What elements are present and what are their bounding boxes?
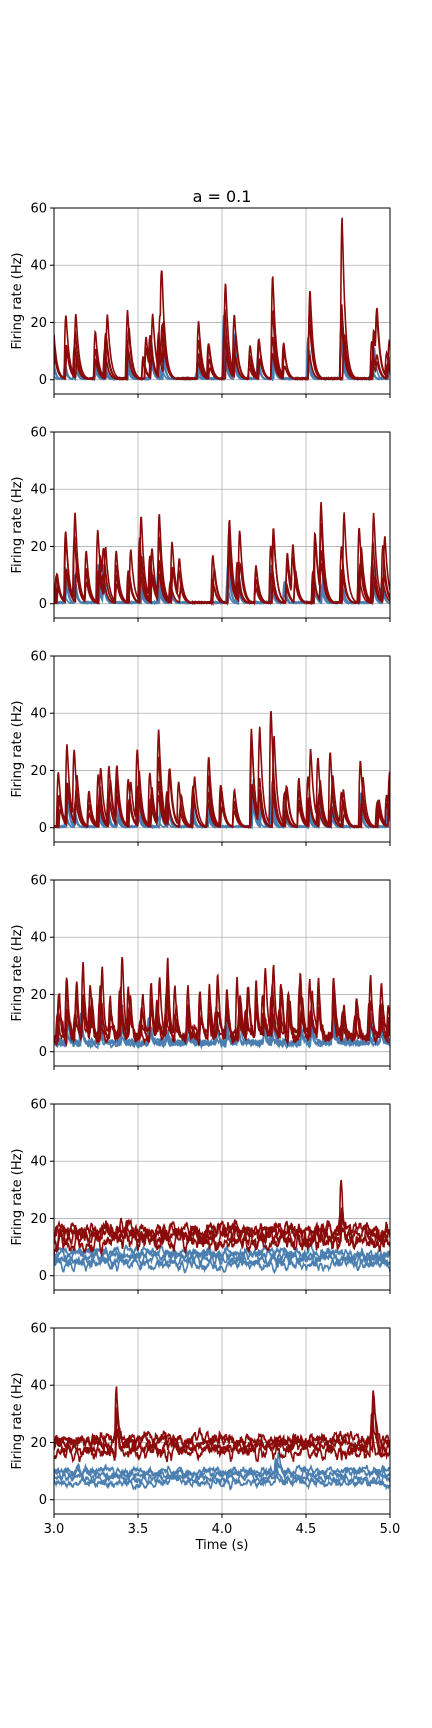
y-tick-label: 20 bbox=[30, 316, 47, 331]
y-tick-label: 20 bbox=[30, 764, 47, 779]
y-axis-label: Firing rate (Hz) bbox=[10, 1372, 25, 1469]
y-tick-label: 60 bbox=[30, 426, 47, 441]
inhibitory-trace bbox=[54, 1254, 390, 1275]
excitatory-trace bbox=[54, 1412, 390, 1451]
y-tick-label: 0 bbox=[39, 821, 47, 836]
y-tick-label: 0 bbox=[39, 373, 47, 388]
x-tick-label: 5.0 bbox=[380, 1522, 401, 1537]
y-axis-label: Firing rate (Hz) bbox=[10, 252, 25, 349]
y-tick-label: 20 bbox=[30, 988, 47, 1003]
inhibitory-trace bbox=[54, 1026, 390, 1050]
inhibitory-trace bbox=[54, 805, 390, 831]
inhibitory-trace bbox=[54, 1242, 390, 1266]
panel-1: 0 20 40 60 Firing rate (Hz) bbox=[10, 202, 391, 398]
y-tick-label: 20 bbox=[30, 1436, 47, 1451]
panel-6: 3.0 3.5 4.0 4.5 5.0 0 20 40 60 Firing rate (Hz) bbox=[10, 1322, 400, 1538]
y-tick-label: 20 bbox=[30, 540, 47, 555]
chart-title: a = 0.1 bbox=[193, 187, 252, 206]
excitatory-trace bbox=[54, 997, 390, 1047]
excitatory-trace bbox=[54, 789, 390, 830]
panel-2: 0 20 40 60 Firing rate (Hz) bbox=[10, 426, 391, 622]
x-tick-label: 3.0 bbox=[44, 1522, 65, 1537]
y-tick-label: 0 bbox=[39, 1493, 47, 1508]
y-tick-label: 40 bbox=[30, 259, 47, 274]
y-tick-label: 60 bbox=[30, 650, 47, 665]
y-axis-label: Firing rate (Hz) bbox=[10, 476, 25, 573]
panel-4: 0 20 40 60 Firing rate (Hz) bbox=[10, 874, 391, 1070]
y-tick-label: 60 bbox=[30, 1098, 47, 1113]
y-tick-label: 0 bbox=[39, 597, 47, 612]
y-tick-label: 60 bbox=[30, 874, 47, 889]
excitatory-trace bbox=[54, 1422, 390, 1464]
y-tick-label: 40 bbox=[30, 1155, 47, 1170]
x-axis-label: Time (s) bbox=[195, 1538, 249, 1553]
excitatory-trace bbox=[54, 956, 390, 1046]
y-tick-label: 60 bbox=[30, 1322, 47, 1337]
x-tick-label: 3.5 bbox=[128, 1522, 149, 1537]
panel-3: 0 20 40 60 Firing rate (Hz) bbox=[10, 650, 391, 846]
y-tick-label: 40 bbox=[30, 931, 47, 946]
excitatory-trace bbox=[54, 986, 390, 1046]
y-tick-label: 40 bbox=[30, 707, 47, 722]
y-axis-label: Firing rate (Hz) bbox=[10, 924, 25, 1021]
panel-5: 0 20 40 60 Firing rate (Hz) bbox=[10, 1098, 391, 1294]
y-tick-label: 0 bbox=[39, 1269, 47, 1284]
y-tick-label: 20 bbox=[30, 1212, 47, 1227]
y-axis-label: Firing rate (Hz) bbox=[10, 1148, 25, 1245]
excitatory-trace bbox=[54, 552, 390, 606]
inhibitory-trace bbox=[54, 1456, 390, 1480]
y-tick-label: 40 bbox=[30, 483, 47, 498]
y-axis-label: Firing rate (Hz) bbox=[10, 700, 25, 797]
inhibitory-trace bbox=[54, 1472, 390, 1491]
y-tick-label: 0 bbox=[39, 1045, 47, 1060]
excitatory-trace bbox=[54, 1216, 390, 1245]
excitatory-trace bbox=[54, 334, 390, 382]
inhibitory-trace bbox=[54, 1249, 390, 1271]
x-tick-label: 4.0 bbox=[212, 1522, 233, 1537]
panels: 0 20 40 60 Firing rate (Hz) 0 20 40 60 Firing rat… bbox=[10, 202, 400, 1538]
y-tick-label: 40 bbox=[30, 1379, 47, 1394]
x-tick-label: 4.5 bbox=[296, 1522, 317, 1537]
excitatory-trace bbox=[54, 1208, 390, 1257]
y-tick-label: 60 bbox=[30, 202, 47, 217]
